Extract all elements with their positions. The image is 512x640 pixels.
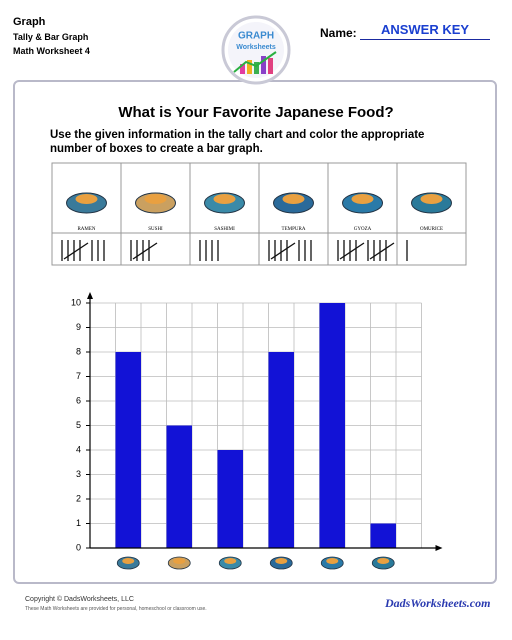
food-icon bbox=[122, 558, 135, 564]
logo-bar bbox=[261, 56, 266, 74]
tally bbox=[61, 240, 105, 261]
bar bbox=[370, 523, 396, 548]
header-subtitle: Tally & Bar Graph bbox=[13, 32, 89, 42]
y-tick-label: 6 bbox=[76, 395, 81, 405]
logo-bar bbox=[247, 60, 252, 74]
y-tick-label: 2 bbox=[76, 493, 81, 503]
y-tick-label: 0 bbox=[76, 542, 81, 552]
tally bbox=[130, 240, 158, 261]
logo-bar bbox=[240, 64, 245, 74]
food-label: SUSHI bbox=[148, 227, 163, 232]
y-tick-label: 5 bbox=[76, 420, 81, 430]
food-icon bbox=[75, 194, 98, 204]
food-icon bbox=[326, 558, 339, 564]
brand: DadsWorksheets.com bbox=[385, 596, 491, 610]
food-icon bbox=[377, 558, 390, 564]
x-arrow bbox=[435, 545, 443, 551]
y-tick-label: 9 bbox=[76, 322, 81, 332]
copyright: Copyright © DadsWorksheets, LLC bbox=[25, 596, 134, 603]
bar bbox=[319, 303, 345, 548]
y-tick-label: 7 bbox=[76, 371, 81, 381]
name-label: Name: bbox=[320, 26, 357, 40]
food-icon bbox=[275, 558, 288, 564]
food-icon bbox=[420, 194, 443, 204]
tally bbox=[268, 240, 312, 261]
header-title: Graph bbox=[13, 16, 46, 28]
logo-top: GRAPH bbox=[238, 31, 274, 42]
bar bbox=[217, 450, 243, 548]
y-tick-label: 8 bbox=[76, 346, 81, 356]
y-tick-label: 4 bbox=[76, 444, 81, 454]
food-icon bbox=[213, 194, 236, 204]
tally-slash bbox=[339, 242, 365, 260]
tally-slash bbox=[369, 242, 395, 260]
tally bbox=[199, 240, 219, 261]
header-worksheet: Math Worksheet 4 bbox=[13, 46, 90, 56]
bar bbox=[166, 425, 192, 548]
food-label: GYOZA bbox=[354, 227, 372, 232]
bar bbox=[115, 352, 141, 548]
food-icon bbox=[224, 558, 237, 564]
logo-bar bbox=[268, 58, 273, 74]
name-value: ANSWER KEY bbox=[360, 22, 490, 40]
y-tick-label: 10 bbox=[71, 297, 81, 307]
logo-arrow bbox=[233, 51, 277, 73]
logo-bar bbox=[254, 62, 259, 74]
tally bbox=[337, 240, 395, 261]
food-label: TEMPURA bbox=[282, 227, 306, 232]
food-icon bbox=[144, 194, 167, 204]
y-arrow bbox=[87, 292, 93, 299]
tally-slash bbox=[132, 242, 158, 260]
food-label: OMURICE bbox=[420, 227, 443, 232]
y-tick-label: 3 bbox=[76, 469, 81, 479]
food-icon bbox=[351, 194, 374, 204]
food-label: SASHIMI bbox=[214, 227, 235, 232]
question: What is Your Favorite Japanese Food? bbox=[118, 104, 394, 121]
bar bbox=[268, 352, 294, 548]
food-icon bbox=[173, 558, 186, 564]
y-tick-label: 1 bbox=[76, 518, 81, 528]
food-label: RAMEN bbox=[77, 227, 95, 232]
food-icon bbox=[282, 194, 305, 204]
logo-bottom: Worksheets bbox=[236, 44, 276, 51]
instructions: Use the given information in the tally c… bbox=[50, 129, 425, 155]
tally-slash bbox=[63, 242, 89, 260]
tally-slash bbox=[270, 242, 296, 260]
footer-note: These Math Worksheets are provided for p… bbox=[25, 606, 207, 612]
